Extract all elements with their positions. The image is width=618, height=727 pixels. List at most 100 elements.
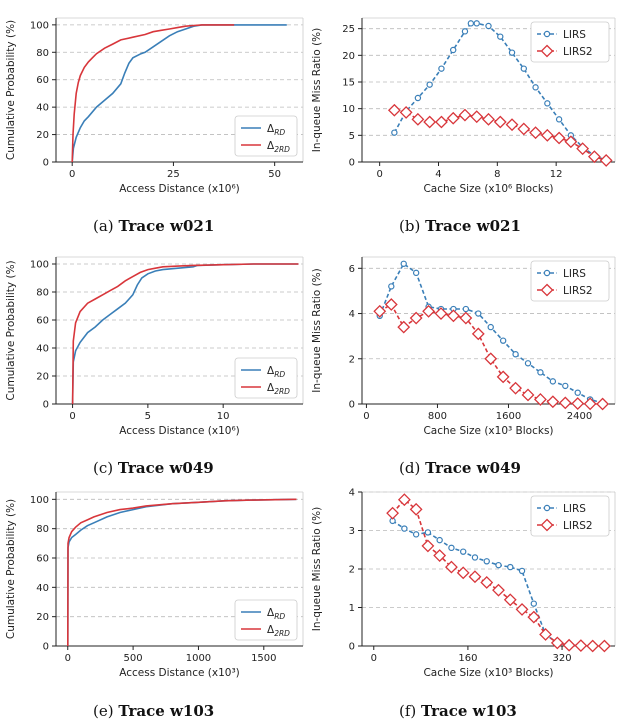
data-point — [435, 115, 448, 129]
legend-label: Δ2RD — [267, 624, 290, 638]
data-point — [424, 529, 432, 536]
data-point — [470, 110, 484, 124]
legend-label: ΔRD — [267, 607, 285, 621]
data-point — [583, 397, 597, 411]
data-point — [532, 84, 539, 91]
data-point — [471, 554, 479, 561]
y-tick-label: 60 — [36, 316, 49, 327]
data-point — [436, 536, 443, 544]
y-tick-label: 2 — [349, 565, 355, 576]
y-tick-label: 40 — [36, 583, 49, 594]
legend-label: Δ2RD — [267, 382, 290, 396]
data-point — [493, 115, 507, 129]
y-tick-label: 4 — [349, 309, 355, 320]
y-axis-label: In-queue Miss Ratio (%) — [311, 28, 323, 153]
legend-marker — [540, 518, 554, 532]
caption-a-label: (a) — [93, 217, 114, 235]
chart-panel-3: 0 2 4 6 0 800 1600 2400 Cache Size (x10³ Blocks)… — [311, 256, 616, 437]
data-point — [483, 558, 490, 565]
data-point — [503, 593, 517, 607]
data-point — [467, 20, 475, 27]
data-point — [487, 323, 494, 331]
data-point — [562, 638, 576, 652]
caption-d: (d) Trace w049 — [399, 459, 521, 477]
caption-e-text: Trace w103 — [118, 702, 215, 720]
data-point — [391, 129, 398, 136]
x-tick-label: 0 — [363, 411, 369, 422]
caption-f-text: Trace w103 — [421, 702, 517, 720]
x-tick-label: 5 — [145, 411, 151, 422]
data-point — [571, 397, 585, 410]
data-point — [461, 28, 469, 35]
x-tick-label: 500 — [124, 653, 143, 664]
y-tick-label: 20 — [36, 130, 49, 141]
data-point — [434, 307, 448, 320]
y-tick-label: 5 — [349, 131, 355, 142]
data-point — [564, 135, 578, 149]
data-point — [411, 112, 425, 126]
data-point — [400, 260, 407, 267]
legend-label-main: Δ — [267, 624, 275, 636]
legend-box — [234, 357, 298, 399]
data-point — [447, 309, 460, 323]
series-line-0 — [392, 520, 605, 647]
caption-b: (b) Trace w021 — [399, 217, 521, 235]
data-point — [505, 118, 519, 132]
legend-label: LIRS2 — [563, 46, 593, 58]
data-point — [534, 393, 547, 406]
legend-label-sub: RD — [274, 370, 285, 379]
data-point — [524, 360, 532, 367]
chart-panel-0: 0 20 40 60 80 100 0 25 50 Access Distance (x10⁶) C… — [5, 17, 304, 195]
data-point — [512, 351, 519, 358]
data-point — [509, 381, 522, 395]
data-point — [507, 563, 514, 571]
legend-label-main: Δ — [267, 607, 275, 619]
x-tick-label: 4 — [435, 169, 441, 180]
y-tick-label: 6 — [349, 264, 355, 275]
data-point — [388, 283, 395, 290]
x-tick-label: 8 — [494, 169, 500, 180]
data-point — [387, 103, 401, 117]
data-point — [552, 131, 566, 145]
data-point — [401, 525, 408, 532]
x-tick-label: 1500 — [251, 653, 276, 664]
data-point — [462, 305, 470, 313]
data-point — [384, 298, 398, 311]
y-tick-label: 20 — [342, 51, 355, 62]
caption-a-text: Trace w021 — [118, 217, 215, 235]
caption-c-label: (c) — [93, 459, 114, 477]
caption-c-text: Trace w049 — [117, 459, 214, 477]
x-tick-label: 160 — [458, 653, 477, 664]
data-point — [484, 352, 498, 366]
y-tick-label: 20 — [36, 612, 49, 623]
x-tick-label: 0 — [376, 169, 382, 180]
legend-marker — [543, 504, 551, 512]
chart-panel-5: 0 1 2 3 4 0 160 320 Cache Size (x10³ Blocks) In-q… — [311, 488, 616, 679]
data-point — [574, 389, 581, 396]
caption-f-label: (f) — [399, 702, 417, 720]
x-tick-label: 12 — [550, 169, 563, 180]
legend-label-sub: 2RD — [274, 145, 290, 154]
y-tick-label: 60 — [36, 554, 49, 565]
legend-label-sub: 2RD — [274, 629, 290, 638]
y-axis-label: Cumulative Probability (%) — [5, 499, 17, 639]
data-point — [508, 49, 516, 56]
y-axis-label: In-queue Miss Ratio (%) — [311, 268, 323, 393]
legend-label: LIRS2 — [563, 285, 593, 297]
data-point — [448, 544, 455, 552]
legend-label-sub: 2RD — [274, 387, 290, 396]
data-point — [422, 304, 435, 318]
chart-panel-2: 0 20 40 60 80 100 0 5 10 Access Distance (x10⁶) Cu… — [5, 256, 304, 437]
legend-label: ΔRD — [267, 123, 285, 137]
x-axis-label: Cache Size (x10⁶ Blocks) — [423, 183, 553, 195]
data-point — [544, 100, 551, 107]
x-axis-label: Cache Size (x10³ Blocks) — [423, 425, 553, 437]
legend-label: LIRS2 — [563, 520, 593, 532]
data-point — [515, 603, 529, 616]
data-point — [562, 382, 569, 390]
data-point — [518, 567, 526, 575]
legend-label: ΔRD — [267, 365, 285, 379]
y-tick-label: 40 — [36, 103, 49, 114]
x-tick-label: 0 — [69, 169, 75, 180]
